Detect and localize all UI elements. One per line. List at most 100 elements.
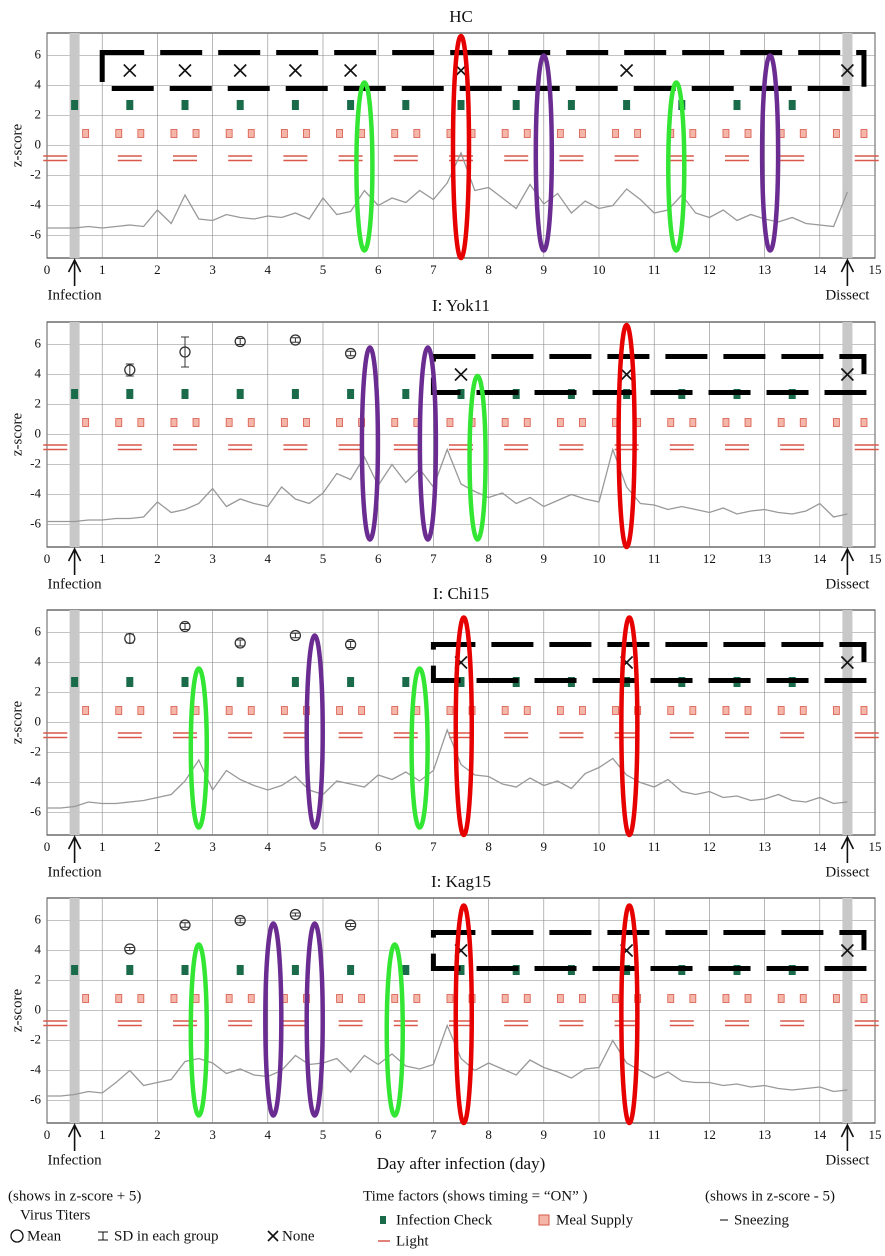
event-label: Infection [48,287,103,303]
meal-supply [689,994,697,1003]
infection-check [457,677,465,687]
meal-supply [744,706,752,715]
legend-mean-icon [10,1229,24,1243]
legend-entry: Meal Supply [556,1212,634,1228]
meal-supply [523,994,531,1003]
y-tick-label: -6 [30,226,41,241]
x-tick-label: 6 [375,551,382,566]
meal-supply [799,706,807,715]
meal-supply [247,706,255,715]
y-tick-label: -6 [30,515,41,530]
meal-supply [612,706,619,715]
x-tick-label: 1 [99,551,106,566]
x-tick-label: 14 [813,1127,827,1142]
legend-check-icon [380,1216,386,1224]
titer-mean [344,919,357,931]
meal-supply [280,129,288,138]
legend-title: Virus Titers [20,1207,91,1223]
titer-mean [234,335,246,348]
x-tick-label: 5 [320,839,327,854]
infection-check [71,100,79,110]
meal-supply [115,994,123,1003]
legend-entry: Light [396,1233,429,1249]
meal-supply [413,994,421,1003]
highlight-ellipse [450,33,472,261]
titer-mean [234,637,246,649]
legend-sd-icon [98,1231,108,1241]
meal-supply [137,994,145,1003]
none-marker [840,655,854,670]
y-tick-label: -2 [30,1031,41,1046]
meal-supply [667,418,675,427]
titer-mean [234,914,246,927]
meal-supply [137,706,145,715]
highlight-ellipse [453,903,475,1126]
highlight-ellipse [453,615,475,838]
x-tick-label: 5 [320,1127,327,1142]
meal-supply [391,706,399,715]
meal-supply [115,418,123,427]
meal-supply [777,994,785,1003]
x-tick-label: 3 [209,1127,216,1142]
x-tick-label: 10 [593,551,606,566]
y-tick-label: -4 [30,485,41,500]
x-tick-label: 7 [430,551,437,566]
y-tick-label: 0 [35,136,42,151]
infection-check [291,677,299,687]
none-marker [288,63,302,78]
y-tick-label: 4 [35,76,42,91]
none-marker [178,63,192,78]
sd-bar [125,633,134,644]
meal-supply [391,994,399,1003]
meal-supply [722,418,730,427]
none-marker [233,63,247,78]
x-tick-label: 8 [485,262,492,277]
x-tick-label: 2 [154,262,161,277]
infection-check [402,965,410,975]
highlight-ellipse [619,615,640,838]
legend-note: (shows in z-score + 5) [8,1188,141,1204]
y-tick-label: 4 [35,653,42,668]
meal-supply [777,418,785,427]
chart-title: I: Yok11 [432,296,490,315]
event-band [69,898,80,1123]
meal-supply [579,418,586,427]
y-axis-label: z-score [9,701,25,745]
y-tick-label: -2 [30,743,41,758]
y-tick-label: -2 [30,166,41,181]
meal-supply [303,418,310,427]
x-tick-label: 6 [375,839,382,854]
y-tick-label: -6 [30,803,41,818]
meal-supply [501,706,509,715]
event-arrow [67,547,82,575]
infection-check [291,965,299,975]
highlight-ellipse [417,345,439,542]
y-axis-label: z-score [9,124,25,168]
infection-check [126,389,134,399]
y-tick-label: 2 [35,971,42,986]
infection-check [236,965,244,975]
meal-supply [799,418,807,427]
sd-bar [346,350,355,357]
event-band [842,610,853,835]
x-axis-label: Day after infection (day) [377,1154,546,1173]
sneezing-line [47,151,849,229]
meal-supply [579,706,586,715]
x-tick-label: 15 [869,1127,882,1142]
x-tick-label: 11 [648,262,661,277]
infection-check [402,100,410,110]
meal-supply [523,706,531,715]
y-tick-label: -6 [30,1091,41,1106]
x-tick-label: 15 [869,551,882,566]
meal-supply [722,706,730,715]
x-tick-label: 8 [485,551,492,566]
meal-supply [413,129,421,138]
x-tick-label: 1 [99,1127,106,1142]
titer-mean [289,334,302,346]
y-tick-label: -4 [30,773,41,788]
x-tick-label: 7 [430,262,437,277]
meal-supply [523,418,531,427]
x-tick-label: 3 [209,551,216,566]
